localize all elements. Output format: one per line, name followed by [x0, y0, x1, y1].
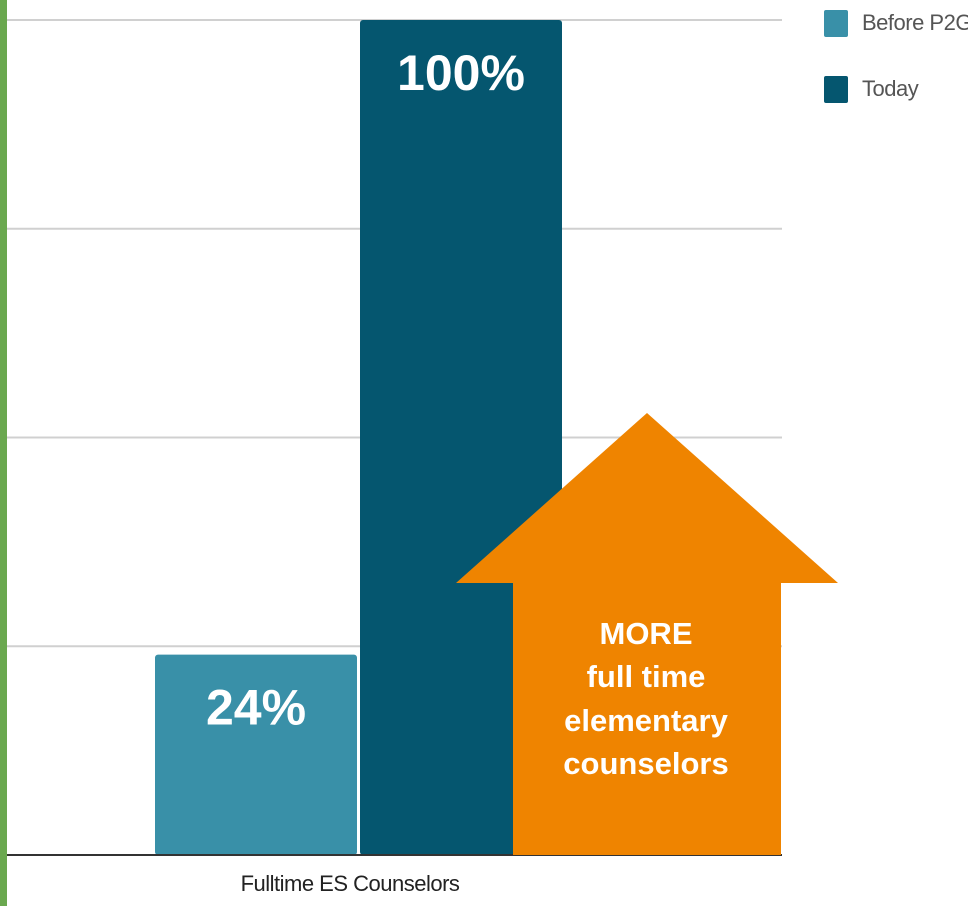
x-axis-category-label: Fulltime ES Counselors	[240, 871, 460, 896]
legend-label-today: Today	[862, 76, 919, 101]
bar-today	[360, 20, 562, 855]
legend-swatch-today	[824, 75, 848, 103]
legend-swatch-before-p2g	[824, 9, 848, 37]
bars: 24% 100%	[155, 20, 562, 855]
legend-item-before-p2g: Before P2G	[824, 8, 968, 38]
up-arrow-icon	[456, 413, 838, 855]
legend-label-before-p2g: Before P2G	[862, 10, 968, 35]
bar-before-p2g	[155, 654, 357, 855]
left-accent-rule	[0, 0, 7, 906]
data-label-today: 100%	[397, 45, 525, 101]
legend-item-today: Today	[824, 74, 919, 104]
data-label-before-p2g: 24%	[206, 680, 306, 736]
callout-text: MORE full time elementary counselors	[563, 616, 729, 782]
